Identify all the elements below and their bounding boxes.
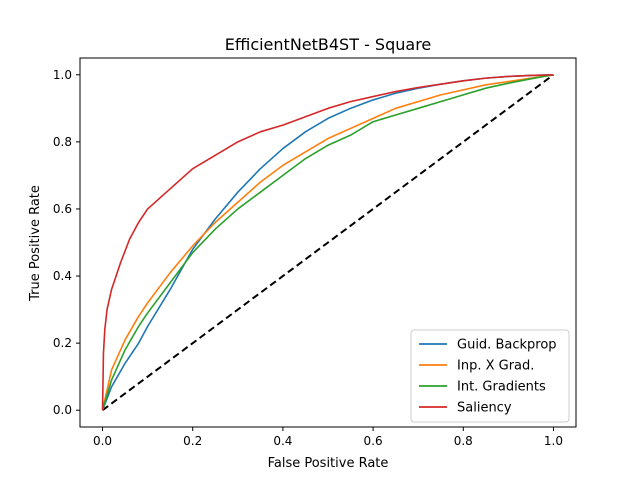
series-line-int-gradients [101, 73, 554, 411]
y-tick-label: 0.4 [53, 269, 72, 283]
series-line-inp-x-grad [101, 73, 554, 411]
y-axis-label: True Positive Rate [28, 185, 43, 302]
y-axis-ticks: 0.0 0.2 0.4 0.6 0.8 1.0 [53, 68, 80, 417]
y-tick-label: 0.2 [53, 336, 72, 350]
plot-frame [79, 57, 577, 428]
chart-title: EfficientNetB4ST - Square [225, 35, 432, 54]
legend: Guid. Backprop Inp. X Grad. Int. Gradients… [410, 329, 570, 423]
legend-label: Inp. X Grad. [457, 359, 534, 374]
y-tick-label: 0.8 [53, 135, 72, 149]
x-tick-label: 0.4 [273, 434, 292, 448]
y-tick-label: 0.0 [53, 403, 72, 417]
x-tick-label: 0.6 [364, 434, 383, 448]
y-tick-label: 1.0 [53, 68, 72, 82]
y-tick-label: 0.6 [53, 202, 72, 216]
reference-diagonal-line [101, 73, 555, 412]
legend-label: Int. Gradients [457, 380, 546, 395]
x-axis-ticks: 0.0 0.2 0.4 0.6 0.8 1.0 [93, 427, 563, 448]
x-tick-label: 0.2 [183, 434, 202, 448]
x-tick-label: 1.0 [544, 434, 563, 448]
x-axis-label: False Positive Rate [268, 456, 389, 471]
legend-label: Saliency [457, 401, 512, 416]
x-tick-label: 0.0 [93, 434, 112, 448]
series-line-saliency [101, 73, 554, 411]
x-tick-label: 0.8 [454, 434, 473, 448]
legend-label: Guid. Backprop [457, 338, 557, 353]
plot-area [79, 57, 577, 428]
legend-box [410, 329, 570, 423]
